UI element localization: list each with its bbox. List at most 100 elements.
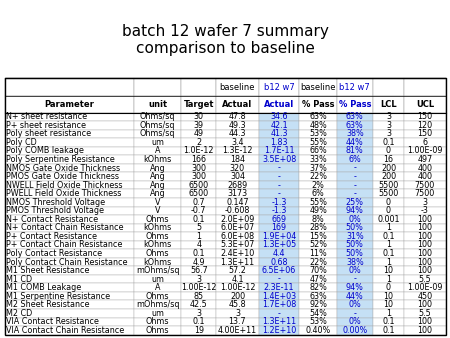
Text: 13.7: 13.7 — [229, 317, 246, 326]
Text: 0.1: 0.1 — [382, 232, 395, 241]
Bar — [134, 155, 181, 164]
Text: 400: 400 — [417, 172, 432, 181]
Bar — [181, 155, 216, 164]
Text: 120: 120 — [417, 121, 432, 130]
Text: 30: 30 — [194, 112, 204, 121]
Text: 44%: 44% — [346, 138, 364, 147]
Bar — [300, 121, 337, 130]
Bar — [134, 147, 181, 155]
Text: P+ Contact Resistance: P+ Contact Resistance — [6, 232, 97, 241]
Bar — [134, 189, 181, 198]
Bar — [404, 266, 446, 275]
Text: 3173: 3173 — [227, 189, 248, 198]
Text: 1.0E-12: 1.0E-12 — [184, 146, 214, 155]
Text: Ang: Ang — [150, 189, 166, 198]
Text: 300: 300 — [191, 172, 207, 181]
Text: b12 w7: b12 w7 — [339, 82, 370, 92]
Bar — [373, 241, 404, 249]
Bar — [404, 317, 446, 326]
Text: 304: 304 — [230, 172, 245, 181]
Bar — [337, 300, 373, 309]
Text: 1.00E-12: 1.00E-12 — [220, 283, 255, 292]
Text: 5.5: 5.5 — [418, 309, 431, 318]
Bar — [4, 147, 134, 155]
Bar — [259, 138, 300, 147]
Text: A: A — [155, 146, 161, 155]
Bar — [300, 317, 337, 326]
Text: Ohms: Ohms — [146, 326, 170, 335]
Text: 5.5: 5.5 — [418, 274, 431, 284]
Text: -: - — [353, 274, 356, 284]
Bar — [404, 241, 446, 249]
Bar — [216, 113, 259, 121]
Text: 300: 300 — [191, 164, 207, 173]
Text: 200: 200 — [230, 292, 245, 301]
Text: 50%: 50% — [346, 223, 364, 232]
Bar — [259, 78, 300, 96]
Bar — [259, 232, 300, 241]
Text: 47.8: 47.8 — [229, 112, 246, 121]
Text: -: - — [353, 164, 356, 173]
Bar — [4, 121, 134, 130]
Text: 1: 1 — [386, 274, 391, 284]
Bar — [300, 113, 337, 121]
Text: Ohms: Ohms — [146, 232, 170, 241]
Bar — [216, 138, 259, 147]
Text: 100: 100 — [417, 240, 432, 249]
Text: 166: 166 — [191, 155, 207, 164]
Bar — [404, 121, 446, 130]
Bar — [181, 326, 216, 335]
Bar — [4, 130, 134, 138]
Bar — [259, 172, 300, 181]
Bar — [337, 215, 373, 224]
Text: -0.7: -0.7 — [191, 206, 207, 215]
Bar — [181, 317, 216, 326]
Bar — [373, 138, 404, 147]
Text: 53%: 53% — [309, 129, 327, 138]
Bar — [4, 78, 446, 335]
Text: 39: 39 — [194, 121, 204, 130]
Text: M2 Sheet Resistance: M2 Sheet Resistance — [6, 300, 90, 309]
Text: 100: 100 — [417, 266, 432, 275]
Text: V: V — [155, 198, 161, 207]
Text: 38%: 38% — [346, 129, 364, 138]
Text: NWELL Field Oxide Thickness: NWELL Field Oxide Thickness — [6, 180, 123, 190]
Text: 0.00%: 0.00% — [342, 326, 368, 335]
Text: 42.1: 42.1 — [270, 121, 288, 130]
Bar — [337, 207, 373, 215]
Text: -: - — [353, 172, 356, 181]
Text: 5.3E+07: 5.3E+07 — [220, 240, 255, 249]
Bar — [216, 224, 259, 232]
Bar — [216, 121, 259, 130]
Bar — [134, 249, 181, 258]
Bar — [373, 224, 404, 232]
Text: um: um — [151, 274, 164, 284]
Text: 1.00E-09: 1.00E-09 — [407, 283, 442, 292]
Bar — [4, 224, 134, 232]
Bar — [134, 275, 181, 283]
Bar — [216, 266, 259, 275]
Text: 1.83: 1.83 — [270, 138, 288, 147]
Bar — [4, 138, 134, 147]
Bar — [216, 207, 259, 215]
Bar — [300, 241, 337, 249]
Bar — [373, 78, 404, 96]
Bar — [259, 266, 300, 275]
Text: 4.9: 4.9 — [193, 258, 205, 267]
Text: 49.3: 49.3 — [229, 121, 246, 130]
Text: 1.7E-11: 1.7E-11 — [264, 146, 294, 155]
Text: 7500: 7500 — [415, 189, 435, 198]
Text: Ohms: Ohms — [146, 317, 170, 326]
Text: Ang: Ang — [150, 180, 166, 190]
Text: N+ Contact Chain Resistance: N+ Contact Chain Resistance — [6, 223, 124, 232]
Text: 100: 100 — [417, 317, 432, 326]
Bar — [216, 300, 259, 309]
Text: 50%: 50% — [346, 240, 364, 249]
Text: V: V — [155, 206, 161, 215]
Bar — [259, 121, 300, 130]
Text: 10: 10 — [383, 292, 393, 301]
Bar — [337, 78, 373, 96]
Bar — [4, 155, 134, 164]
Text: batch 12 wafer 7 summary
comparison to baseline: batch 12 wafer 7 summary comparison to b… — [122, 24, 328, 56]
Text: 6.0E+08: 6.0E+08 — [220, 232, 255, 241]
